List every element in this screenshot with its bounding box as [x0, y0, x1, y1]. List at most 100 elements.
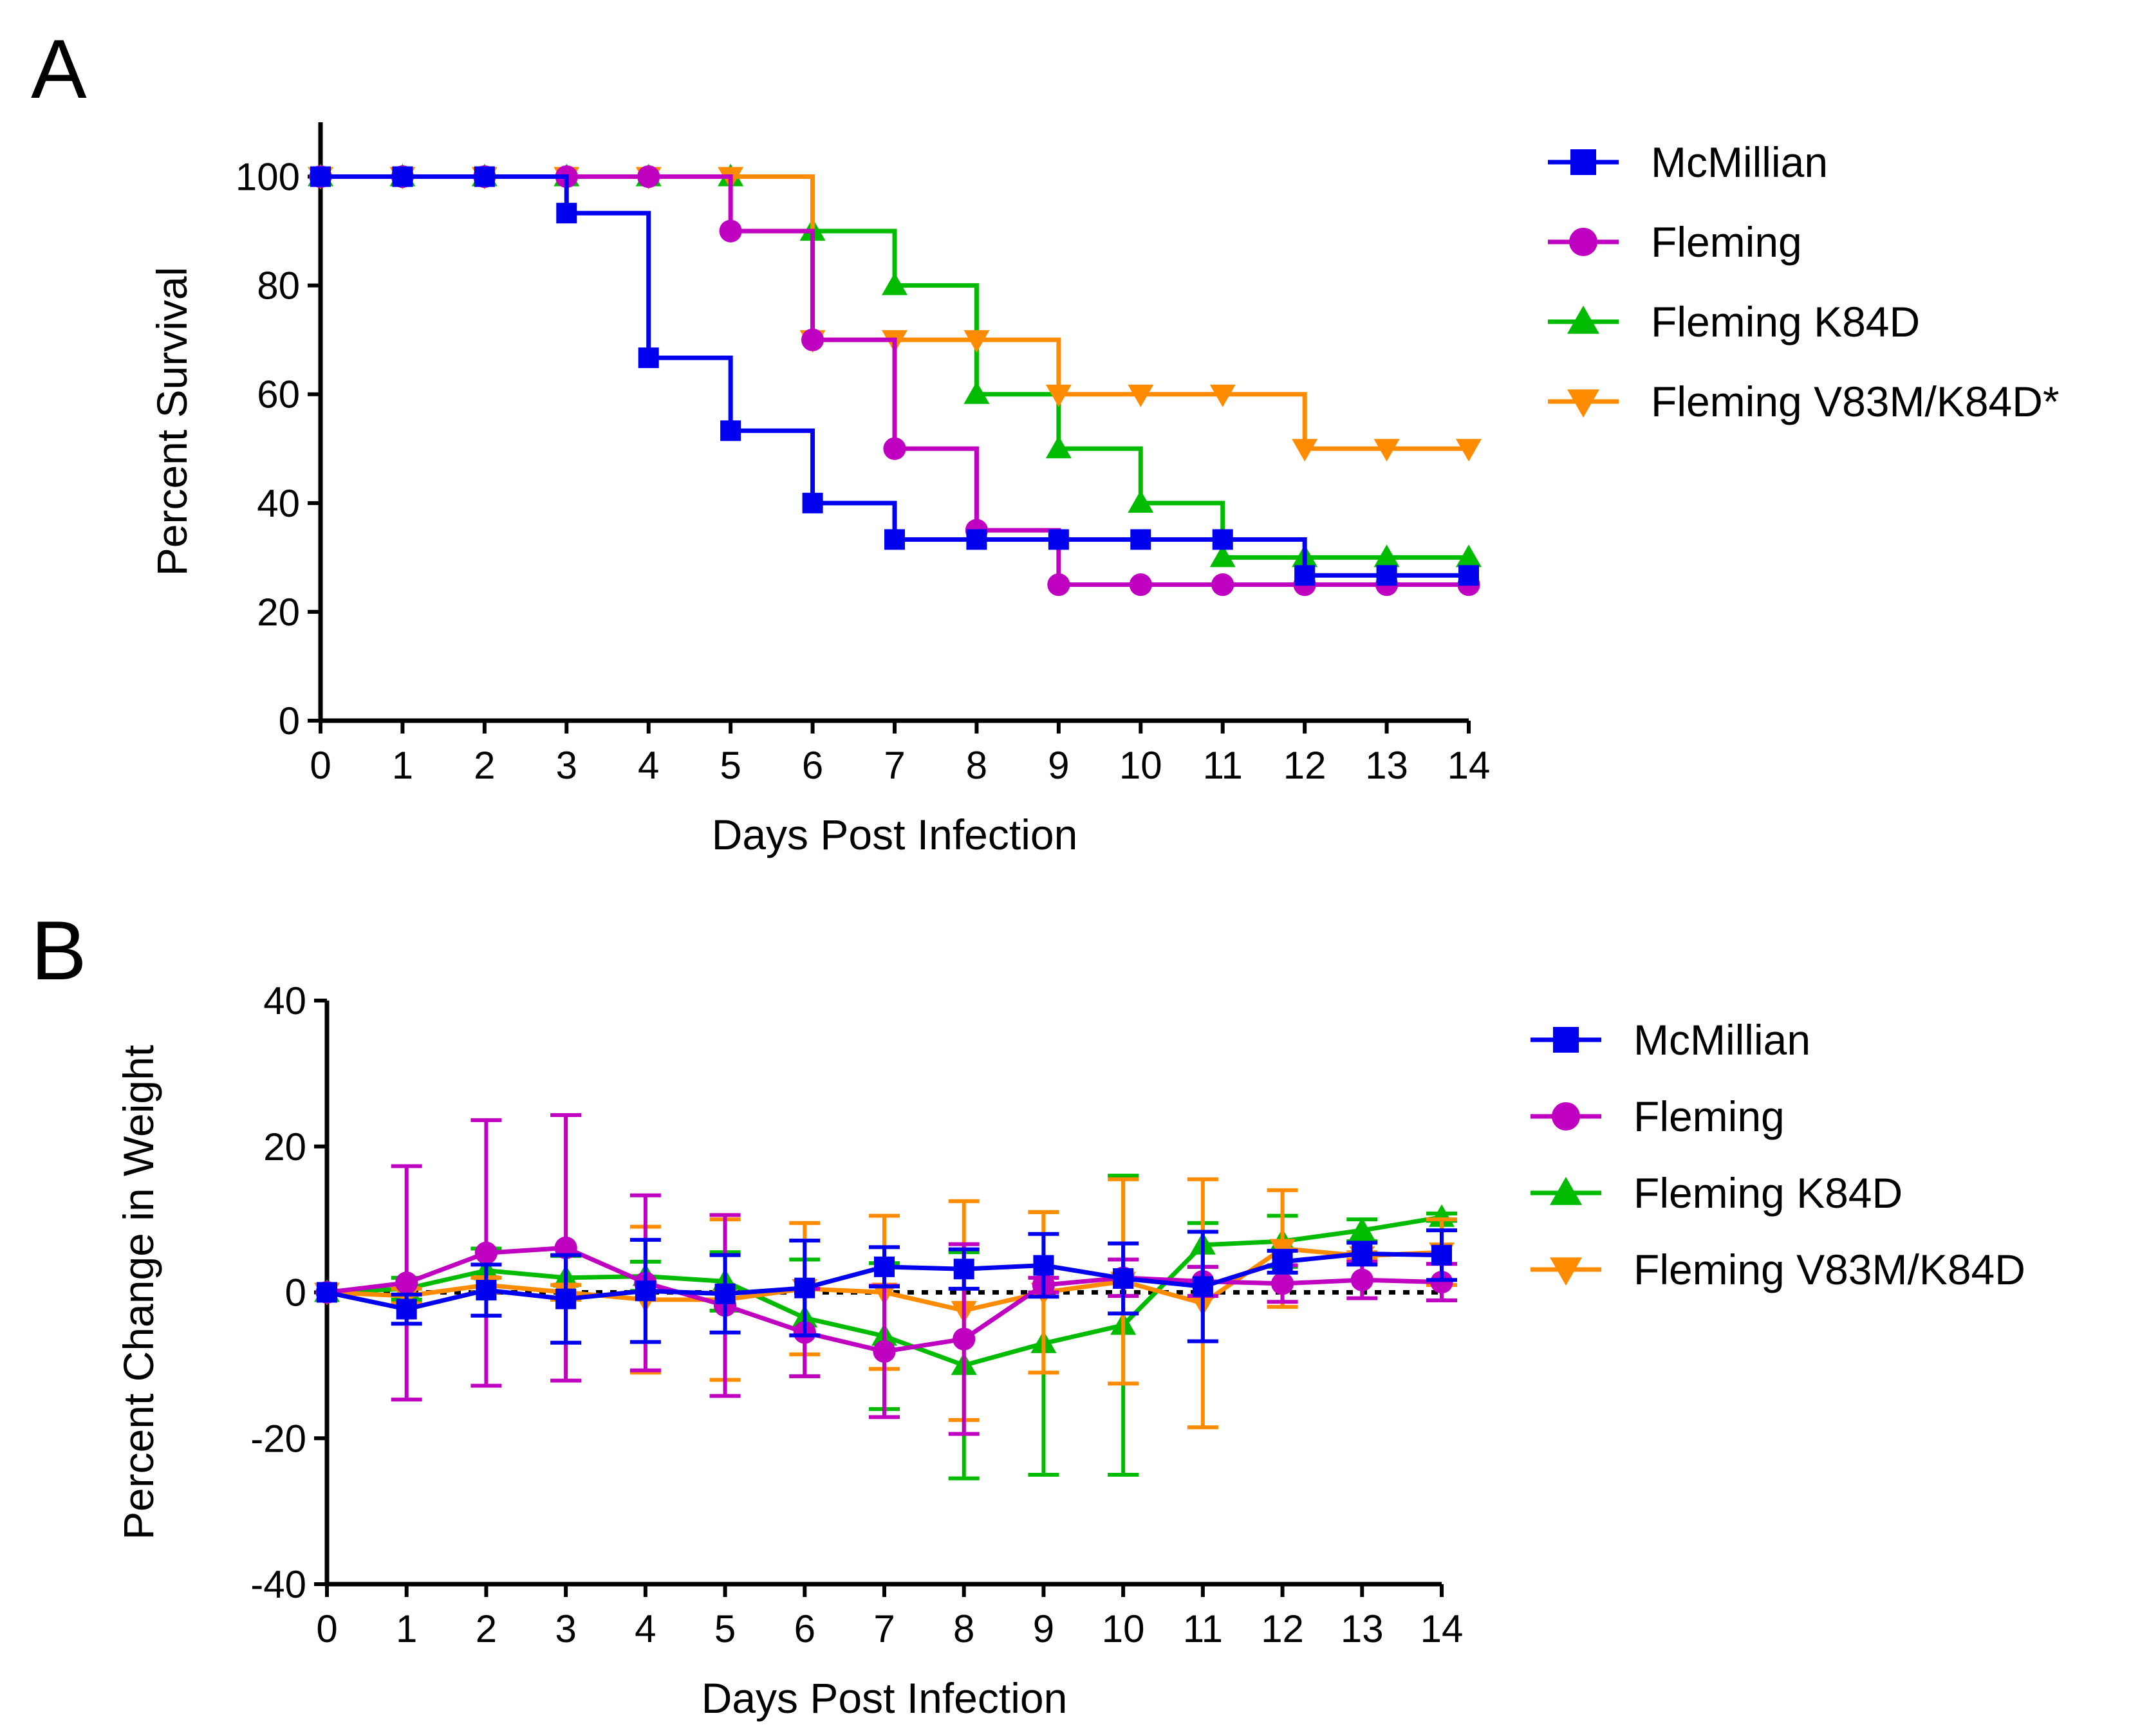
panel-a-data-point — [1294, 565, 1316, 586]
panel-b-legend-item-mcmillian: McMillian — [1531, 1016, 1810, 1064]
panel-b-y-tick-label: 40 — [263, 979, 306, 1022]
panel-b-data-point — [474, 1241, 498, 1264]
panel-b-x-tick-label: 0 — [316, 1607, 337, 1650]
panel-b-data-point — [635, 1280, 656, 1302]
panel-b-data-point — [1272, 1251, 1293, 1272]
panel-a-data-point — [1129, 573, 1152, 596]
panel-b-data-point — [1270, 1272, 1294, 1295]
panel-a-x-tick-label: 1 — [392, 744, 413, 787]
panel-a-legend-label: Fleming — [1651, 218, 1802, 266]
panel-a-x-tick-label: 12 — [1283, 744, 1326, 787]
panel-a-data-point — [1130, 529, 1151, 550]
panel-a-series-line — [321, 174, 1469, 587]
panel-a-data-point — [392, 166, 413, 187]
panel-b-legend-label: McMillian — [1633, 1016, 1810, 1064]
panel-a-legend-label: McMillian — [1651, 138, 1828, 186]
panel-a-data-point — [1045, 436, 1072, 459]
panel-a-data-point — [1047, 573, 1070, 596]
panel-b-data-point — [1113, 1268, 1134, 1289]
panel-b-data-point — [1431, 1244, 1452, 1266]
panel-a-legend-label: Fleming V83M/K84D* — [1651, 378, 2060, 425]
panel-a-x-tick-label: 9 — [1048, 744, 1069, 787]
panel-b-legend-label: Fleming — [1633, 1093, 1785, 1140]
panel-a-data-point — [1209, 384, 1236, 407]
panel-a-series-mcmillian — [310, 166, 1479, 586]
panel-b-letter: B — [31, 903, 87, 997]
panel-a-y-axis-title: Percent Survival — [148, 267, 196, 577]
panel-b-legend-marker — [1550, 1177, 1582, 1205]
panel-b-data-point — [794, 1277, 815, 1298]
panel-a-legend-item-mcmillian: McMillian — [1548, 138, 1828, 186]
panel-a-x-tick-label: 8 — [966, 744, 987, 787]
panel-a-legend-marker — [1567, 389, 1599, 418]
panel-a-data-point — [1045, 384, 1072, 407]
panel-a-letter: A — [31, 22, 87, 116]
panel-a-y-tick-label: 80 — [257, 264, 300, 308]
panel-b-x-axis-title: Days Post Infection — [702, 1674, 1068, 1722]
panel-b-legend-item-fleming-k84d: Fleming K84D — [1531, 1169, 1903, 1217]
panel-b-y-tick-label: -40 — [250, 1563, 306, 1606]
panel-a-data-point — [966, 529, 987, 550]
panel-b-data-point — [953, 1259, 974, 1280]
panel-a-data-point — [1373, 439, 1400, 462]
panel-b-data-point — [874, 1256, 895, 1277]
panel-b-data-point — [395, 1271, 418, 1295]
panel-a-data-point — [638, 347, 659, 369]
panel-a-data-point — [1212, 529, 1233, 550]
panel-a-data-point — [882, 272, 907, 295]
panel-b-legend-label: Fleming K84D — [1633, 1169, 1903, 1217]
panel-b-x-tick-label: 14 — [1420, 1607, 1464, 1650]
panel-b-x-tick-label: 3 — [555, 1607, 576, 1650]
panel-a-y-tick-label: 100 — [236, 156, 300, 199]
panel-a-x-tick-label: 11 — [1203, 744, 1243, 787]
panel-a-legend-marker — [1569, 228, 1597, 256]
panel-a-data-point — [963, 330, 990, 353]
panel-b-legend-item-fleming-v83m-k84d: Fleming V83M/K84D — [1531, 1246, 2025, 1293]
panel-a-x-tick-label: 14 — [1447, 744, 1491, 787]
panel-b-x-tick-label: 1 — [396, 1607, 417, 1650]
panel-a-legend-item-fleming: Fleming — [1548, 218, 1802, 266]
panel-a-legend-item-fleming-v83m-k84d: Fleming V83M/K84D* — [1548, 378, 2060, 425]
panel-a-data-point — [1292, 439, 1318, 462]
panel-a-data-point — [802, 492, 823, 513]
panel-a-data-point — [883, 437, 906, 460]
panel-b-x-tick-label: 5 — [714, 1607, 736, 1650]
panel-b-y-tick-label: 20 — [263, 1125, 306, 1168]
panel-a-legend-marker — [1570, 149, 1596, 175]
panel-b-data-point — [714, 1283, 736, 1304]
panel-b-data-point — [953, 1327, 976, 1351]
panel-a-legend-label: Fleming K84D — [1651, 298, 1920, 346]
panel-b-series-fleming — [315, 1113, 1457, 1436]
panel-a-x-tick-label: 10 — [1119, 744, 1162, 787]
panel-a-data-point — [720, 420, 741, 441]
panel-b-y-tick-label: 0 — [285, 1271, 306, 1315]
panel-b-x-tick-label: 2 — [476, 1607, 497, 1650]
panel-b-error-bars — [391, 1174, 1457, 1481]
panel-a-data-point — [474, 166, 495, 187]
panel-b-legend-marker — [1550, 1257, 1582, 1286]
panel-a-y-tick-label: 20 — [257, 591, 300, 634]
panel-b-series-mcmillian — [317, 1228, 1457, 1345]
panel-a-data-point — [719, 219, 742, 243]
panel-b-data-point — [1352, 1243, 1373, 1264]
panel-a-data-point — [884, 529, 905, 550]
panel-a-x-tick-label: 7 — [884, 744, 905, 787]
panel-b-data-point — [1033, 1255, 1054, 1276]
panel-a-data-point — [1373, 544, 1400, 568]
panel-b-data-point — [1430, 1271, 1453, 1294]
panel-a-y-tick-label: 60 — [257, 373, 300, 416]
panel-a-data-point — [1048, 529, 1069, 550]
panel-a-data-point — [1456, 439, 1482, 462]
panel-a-x-tick-label: 5 — [720, 744, 741, 787]
panel-b-legend-label: Fleming V83M/K84D — [1633, 1246, 2025, 1293]
panel-b-x-tick-label: 7 — [873, 1607, 895, 1650]
panel-b-y-axis-title: Percent Change in Weight — [115, 1045, 162, 1540]
panel-a-data-point — [1458, 565, 1479, 586]
panel-a-y-tick-label: 40 — [257, 482, 300, 525]
panel-b-data-point — [317, 1282, 337, 1303]
panel-b-data-point — [1192, 1276, 1213, 1297]
panel-a-x-tick-label: 2 — [474, 744, 495, 787]
